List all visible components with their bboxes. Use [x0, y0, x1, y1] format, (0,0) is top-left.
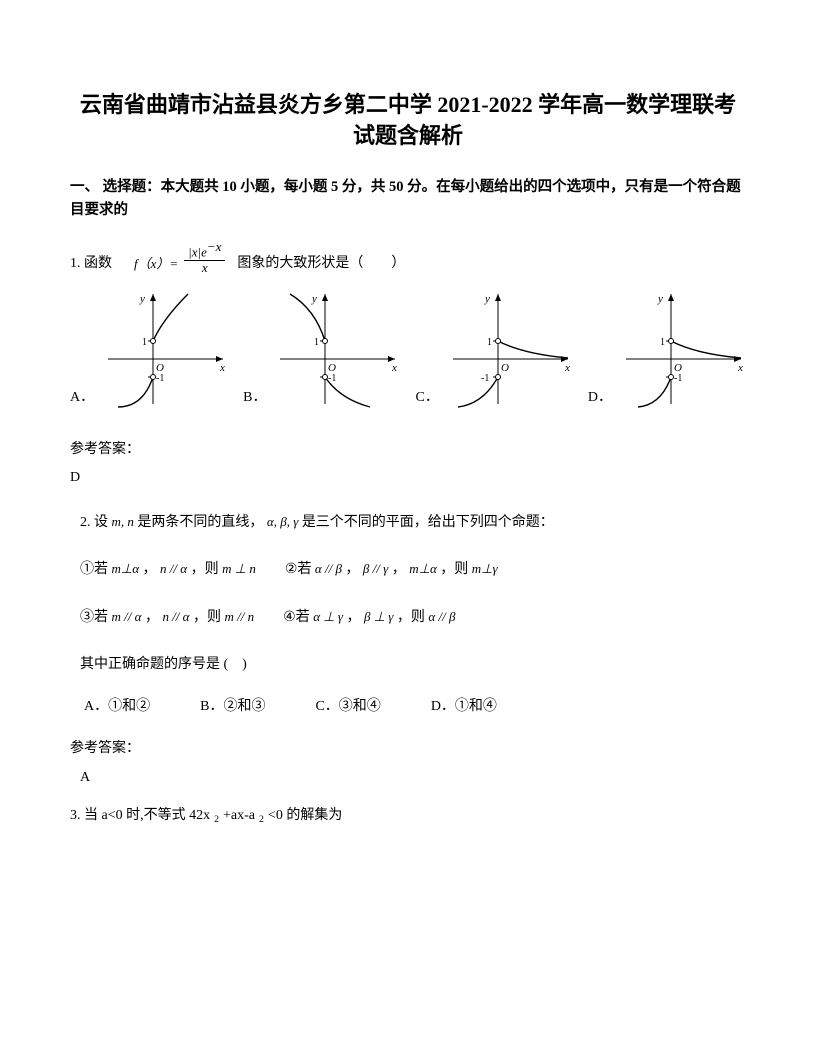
graph-d-svg: x y O 1 -1	[616, 289, 746, 409]
graph-a-item: A． x y O 1 -1	[70, 289, 228, 409]
graph-c-one: 1	[487, 337, 492, 348]
q2-props-34: ③若 m // α ， n // α ，则 m // n ④若 α ⊥ γ ， …	[80, 601, 746, 635]
q2-p3m1: m // α	[112, 609, 142, 624]
q1-line: 1. 函数 f（x）= |x|e−x x 图象的大致形状是（ ）	[70, 240, 746, 275]
q2-lead-c: 是三个不同的平面，给出下列四个命题：	[302, 515, 554, 530]
q2-answer: A	[80, 767, 746, 789]
q2-options: A．①和② B．②和③ C．③和④ D．①和④	[84, 696, 746, 718]
graph-c-neg1: -1	[481, 373, 489, 384]
graph-c-svg: x y O 1 -1	[443, 289, 573, 409]
q2-opt-b: B．②和③	[200, 696, 265, 718]
q2-p4c1: ，	[346, 610, 360, 625]
q2-p4m3: α // β	[428, 609, 455, 624]
q2-opt-c: C．③和④	[315, 696, 380, 718]
graph-b-label: B．	[243, 387, 266, 409]
q2-p4c2: ，则	[397, 610, 425, 625]
q2-p2c2: ，	[392, 562, 406, 577]
q1-answer: D	[70, 467, 746, 489]
graph-b-one: 1	[314, 337, 319, 348]
q2-p1c2: ，则	[191, 562, 219, 577]
graph-c-label: C．	[416, 387, 439, 409]
q2-p1m1: m⊥α	[112, 561, 140, 576]
q2-p3c2: ，则	[193, 610, 221, 625]
graph-c-x: x	[564, 362, 570, 374]
graph-b-x: x	[391, 362, 397, 374]
q2-p2c3: ，则	[440, 562, 468, 577]
q2-p1m3: m ⊥ n	[222, 561, 256, 576]
graph-b-y: y	[311, 293, 317, 305]
q2-answer-head: 参考答案：	[70, 738, 746, 760]
graph-a-one: 1	[142, 337, 147, 348]
q1-func-prefix: f（x）=	[134, 254, 178, 275]
graph-d-item: D． x y O 1 -1	[588, 289, 746, 409]
section-1-heading: 一、 选择题：本大题共 10 小题，每小题 5 分，共 50 分。在每小题给出的…	[70, 176, 746, 222]
q2-p2m1: α // β	[315, 561, 342, 576]
q1-frac-num: |x|e	[188, 244, 207, 259]
q2-p1c1: ，	[143, 562, 157, 577]
q1-num: 1. 函数	[70, 253, 112, 275]
q2-p3a: ③若	[80, 610, 108, 625]
graph-d-x: x	[737, 362, 743, 374]
graph-b-svg: x y O 1 -1	[270, 289, 400, 409]
graph-c-y: y	[484, 293, 490, 305]
graph-a-label: A．	[70, 387, 94, 409]
graph-c-o: O	[501, 362, 509, 374]
graph-d-y: y	[657, 293, 663, 305]
graph-a-svg: x y O 1 -1	[98, 289, 228, 409]
q2-p1m2: n // α	[160, 561, 187, 576]
q2-ask: 其中正确命题的序号是 ( )	[80, 648, 746, 682]
graph-a-y: y	[139, 293, 145, 305]
q2-mn: m, n	[112, 514, 134, 529]
q2-p4m1: α ⊥ γ	[313, 609, 343, 624]
graph-d-one: 1	[660, 337, 665, 348]
graph-d-neg1: -1	[674, 373, 682, 384]
q3-text-c: <0 的解集为	[268, 805, 342, 827]
q1-tail: 图象的大致形状是（ ）	[237, 253, 405, 275]
q3-text-b: +ax-a	[223, 805, 255, 827]
q2-lead-a: 2. 设	[80, 515, 108, 530]
q2-p4m2: β ⊥ γ	[364, 609, 393, 624]
q1-frac-den: x	[198, 261, 212, 275]
q2-opt-d: D．①和④	[431, 696, 497, 718]
graph-d-label: D．	[588, 387, 612, 409]
q3-exp-b: 2	[259, 812, 264, 828]
q1-frac-exp: −x	[207, 239, 222, 254]
q3-exp-a: 2	[214, 812, 219, 828]
q2-aby: α, β, γ	[267, 514, 298, 529]
graph-a-neg1: -1	[156, 373, 164, 384]
q1-graphs-row: A． x y O 1 -1 B． x	[70, 289, 746, 409]
q2-p3c1: ，	[145, 610, 159, 625]
q3-text-a: 3. 当 a<0 时,不等式 42x	[70, 805, 210, 827]
q2-p4a: ④若	[283, 610, 310, 625]
exam-title: 云南省曲靖市沾益县炎方乡第二中学 2021-2022 学年高一数学理联考试题含解…	[70, 90, 746, 152]
q2-p2m4: m⊥γ	[472, 561, 498, 576]
q2-p1a: ①若	[80, 562, 108, 577]
q2-props-12: ①若 m⊥α ， n // α ，则 m ⊥ n ②若 α // β ， β /…	[80, 553, 746, 587]
q2-opt-a: A．①和②	[84, 696, 150, 718]
q2-p3m3: m // n	[225, 609, 255, 624]
q1-fraction: |x|e−x x	[184, 240, 225, 275]
q2-p2m3: m⊥α	[409, 561, 437, 576]
q2-lead-b: 是两条不同的直线，	[137, 515, 263, 530]
q2-p2m2: β // γ	[363, 561, 388, 576]
q2-lead: 2. 设 m, n 是两条不同的直线， α, β, γ 是三个不同的平面，给出下…	[80, 506, 746, 540]
q3-line: 3. 当 a<0 时,不等式 42x2+ax-a2<0 的解集为	[70, 805, 746, 827]
graph-b-item: B． x y O 1 -1	[243, 289, 400, 409]
q2-p2a: ②若	[285, 562, 312, 577]
q1-answer-head: 参考答案：	[70, 439, 746, 461]
graph-a-x: x	[219, 362, 225, 374]
q2-p3m2: n // α	[162, 609, 189, 624]
q2-p2c1: ，	[345, 562, 359, 577]
graph-c-item: C． x y O 1 -1	[416, 289, 573, 409]
